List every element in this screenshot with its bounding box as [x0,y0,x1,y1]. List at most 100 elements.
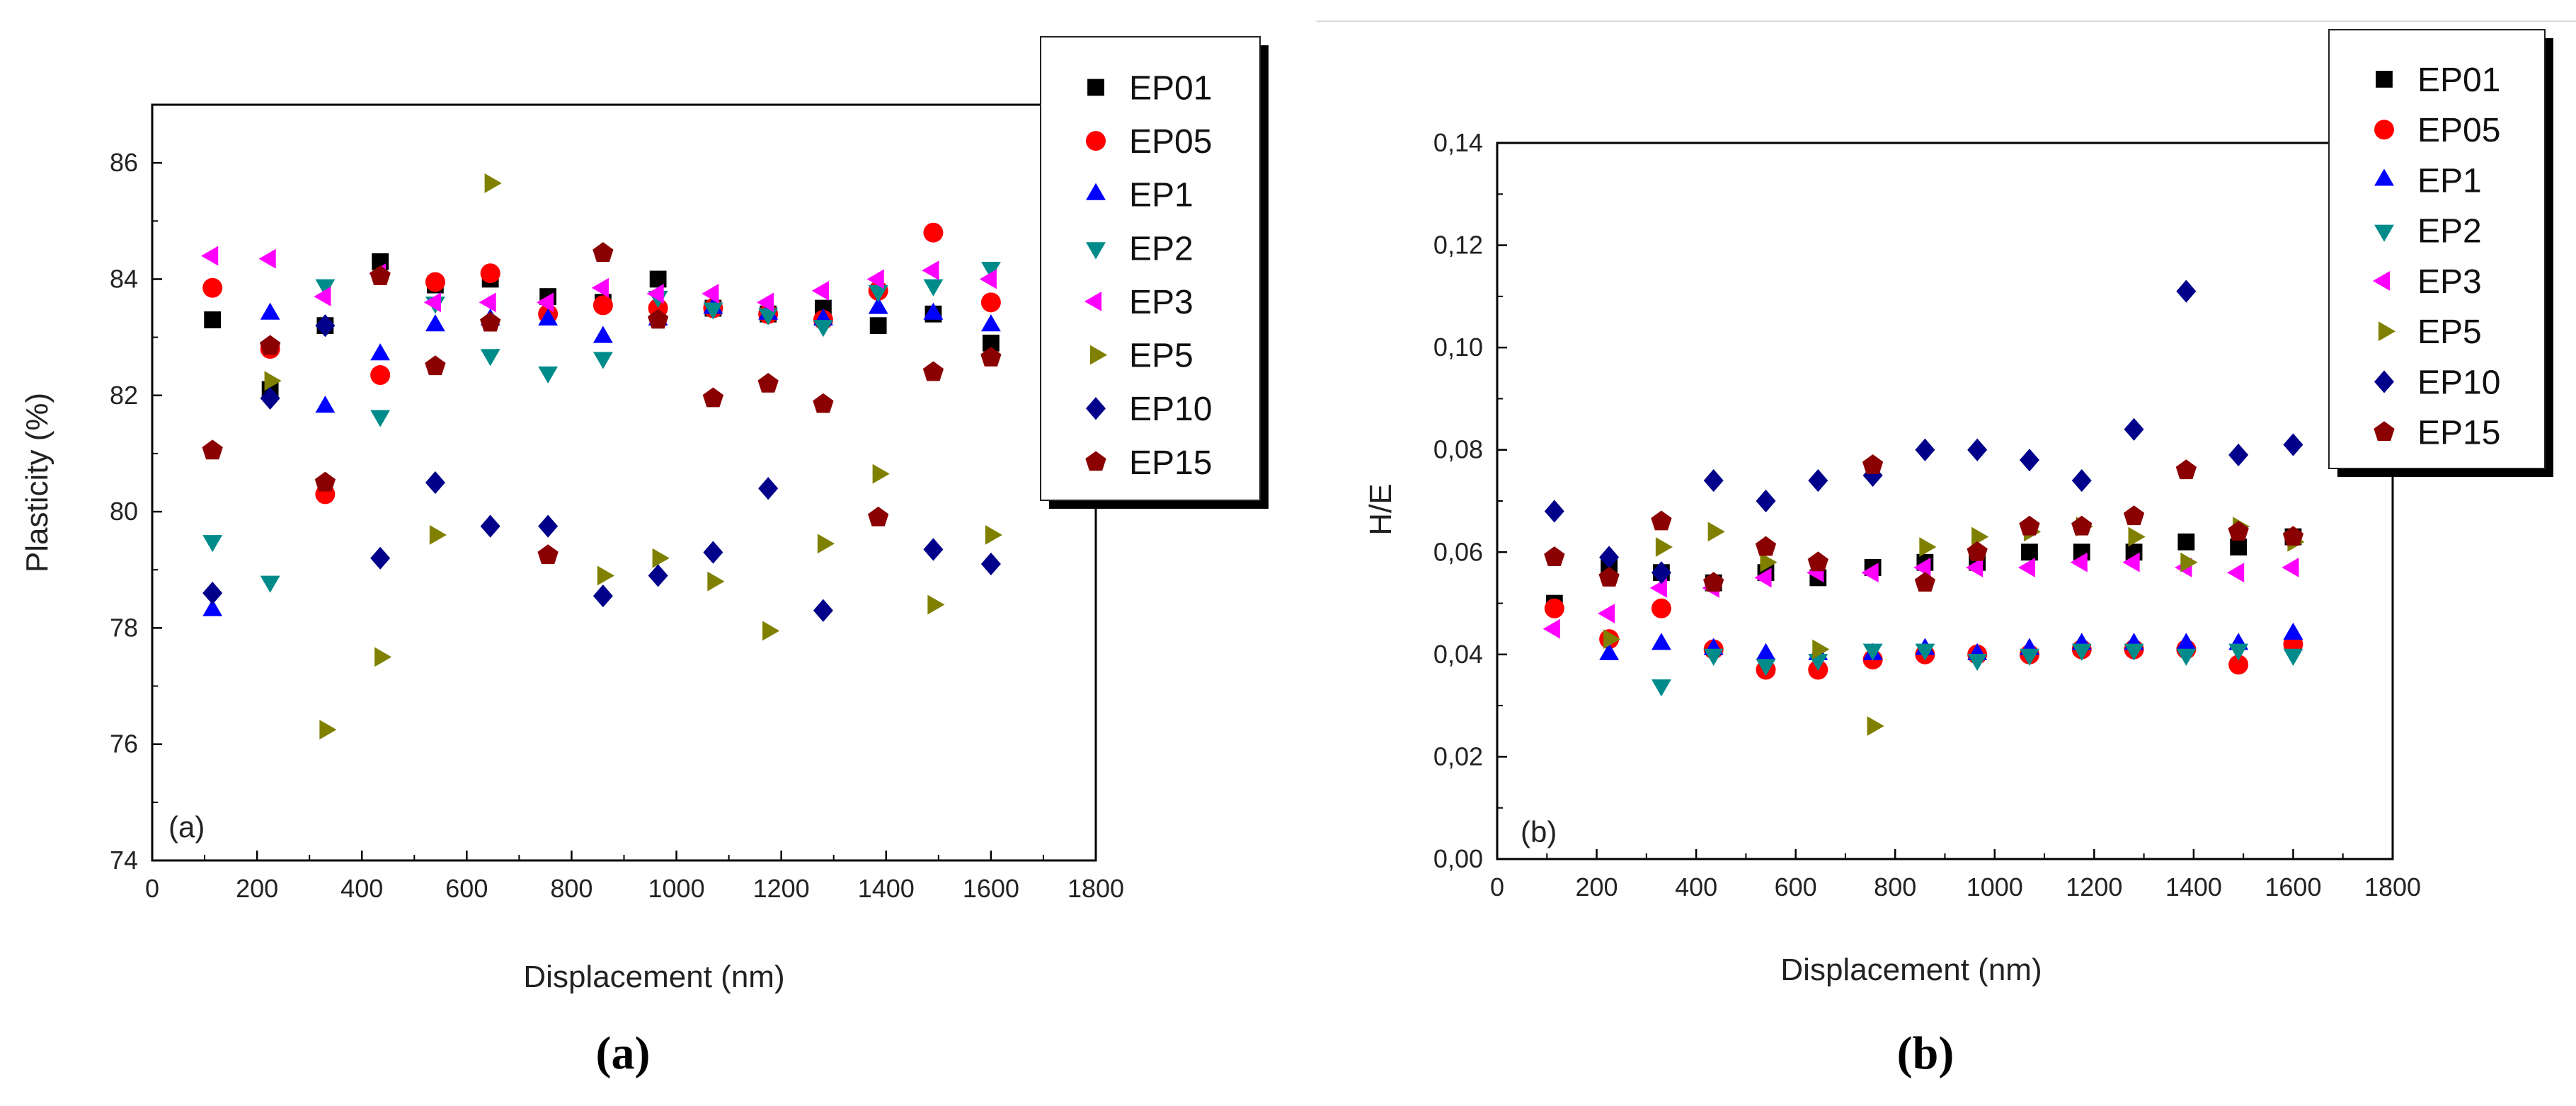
legend-label: EP15 [1129,444,1212,482]
data-point-ep15 [922,361,944,381]
data-point-ep3 [979,269,997,289]
legend-entry-ep15: EP15 [2374,415,2500,452]
axis-ticks: 0 200 400 600 800 1000 1200 1400 1600 1800 0,00 0,0… [1433,128,2421,901]
data-point-ep15 [314,471,336,492]
x-tick-label: 1400 [2165,872,2222,901]
data-point-ep10 [2071,468,2092,492]
data-point-ep2 [538,366,559,384]
data-point-ep2 [593,352,613,369]
data-point-ep1 [923,302,944,320]
data-point-ep5 [652,548,670,568]
data-point-ep10 [923,538,944,561]
data-point-ep10 [2124,417,2144,441]
data-point-ep1 [1756,643,1776,660]
legend-label: EP2 [1129,230,1193,267]
data-point-ep1 [2176,633,2197,650]
legend-entry-ep2: EP2 [1086,230,1193,267]
data-point-ep05 [1544,598,1564,618]
data-point-ep15 [259,335,281,355]
legend-marker-ep5 [1089,345,1108,365]
legend-label: EP3 [2417,263,2482,301]
x-tick-label: 1200 [753,874,810,903]
data-point-ep3 [866,269,884,289]
legend-marker-ep15 [1085,451,1106,471]
series-ep5 [264,173,1002,740]
data-point-ep15 [2071,515,2093,536]
data-point-ep2 [2283,648,2303,666]
legend-entry-ep01: EP01 [1087,69,1212,107]
legend-marker-ep2 [2374,224,2394,242]
data-point-ep5 [1971,526,1989,547]
y-tick-label: 74 [110,846,138,875]
legend-marker-ep05 [1086,131,1106,151]
data-point-ep5 [1919,537,1937,558]
data-point-ep2 [2228,643,2249,661]
data-point-ep15 [1755,536,1777,556]
x-tick-label: 1200 [2066,872,2122,901]
y-tick-label: 0,06 [1433,537,1483,566]
data-point-ep1 [2283,622,2303,640]
data-point-ep5 [597,565,614,586]
legend-label: EP5 [1129,338,1193,375]
data-point-ep15 [425,355,446,376]
data-point-ep10 [260,386,280,410]
y-tick-label: 0,14 [1433,128,1483,157]
legend-marker-ep05 [2374,120,2394,140]
data-point-ep10 [2228,443,2249,467]
data-point-ep5 [762,621,780,641]
data-point-ep2 [2124,643,2144,661]
series-ep15 [1544,454,2304,592]
data-point-ep10 [703,541,723,564]
legend-entry-ep05: EP05 [2374,112,2500,149]
series-ep3 [201,246,997,313]
data-point-ep3 [314,287,331,307]
legend-entry-ep10: EP10 [1086,391,1212,428]
data-point-ep10 [2176,280,2197,303]
data-point-ep3 [1913,558,1931,577]
legend-entry-ep1: EP1 [2374,162,2482,200]
data-point-ep5 [484,173,502,193]
data-point-ep2 [703,302,723,320]
data-point-ep1 [370,343,391,361]
x-tick-label: 200 [236,874,278,903]
legend-label: EP01 [2417,62,2500,99]
data-point-ep2 [758,308,779,326]
legend-label: EP01 [1129,69,1212,107]
data-point-ep5 [1760,552,1778,572]
data-point-ep01 [2021,543,2038,561]
x-tick-label: 600 [1775,872,1817,901]
legend-marker-ep3 [2372,270,2391,291]
data-point-ep2 [1651,679,1671,697]
x-tick-label: 200 [1576,872,1618,901]
legend-label: EP1 [2417,162,2482,200]
data-point-ep3 [479,292,496,313]
he-ratio-chart-panel: 0 200 400 600 800 1000 1200 1400 1600 1800 0,00 0,0… [1363,29,2553,1079]
legend-marker-ep5 [2378,321,2396,342]
legend-entry-ep5: EP5 [1089,338,1193,375]
data-point-ep10 [648,564,668,587]
y-tick-label: 78 [110,613,138,642]
data-point-ep3 [757,292,774,313]
y-tick-label: 0,00 [1433,844,1483,873]
legend-entry-ep1: EP1 [1086,177,1193,214]
y-tick-label: 0,08 [1433,435,1483,464]
data-point-ep15 [702,387,724,408]
legend-marker-ep01 [2376,71,2393,88]
data-point-ep3 [537,292,554,313]
data-point-ep2 [1862,643,1883,661]
data-point-ep5 [985,524,1002,545]
data-point-ep15 [1862,454,1884,474]
panel-caption: (a) [596,1027,651,1079]
data-point-ep05 [425,272,445,292]
y-tick-label: 82 [110,381,138,410]
data-point-ep3 [2227,563,2245,583]
data-point-ep2 [1756,659,1776,676]
panel-tag: (a) [168,810,205,843]
data-point-ep15 [1703,572,1724,592]
data-point-ep2 [2071,643,2092,661]
data-point-ep3 [2070,552,2088,572]
data-point-ep3 [1598,604,1615,623]
data-point-ep10 [538,514,559,538]
plasticity-chart-panel: 0 200 400 600 800 1000 1200 1400 1600 1800 74 76 78 8… [20,36,1269,1079]
